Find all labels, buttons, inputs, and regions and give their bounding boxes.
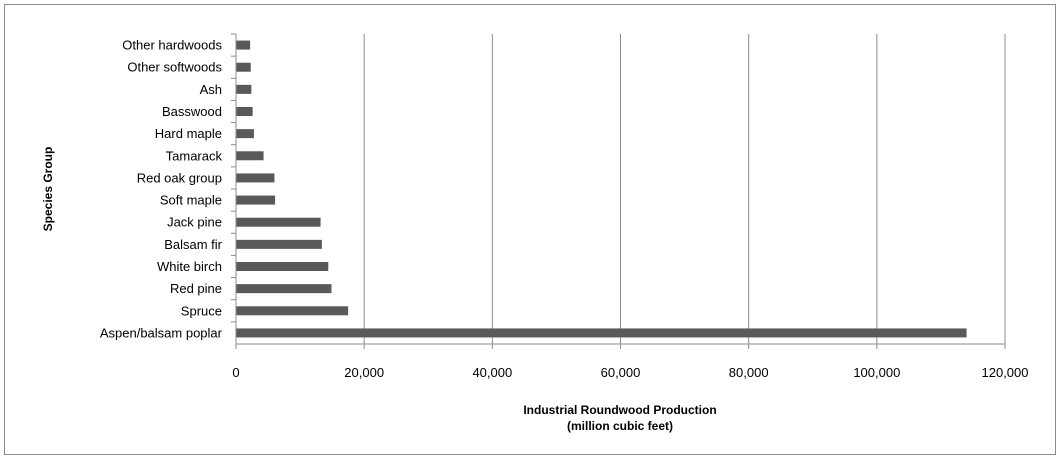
bar [236, 40, 251, 50]
x-tick-label: 120,000 [982, 365, 1029, 380]
bar [236, 328, 967, 338]
bar [236, 84, 252, 94]
bar [236, 151, 264, 161]
bar [236, 239, 322, 249]
category-label: Red pine [170, 281, 222, 296]
category-label: Other hardwoods [122, 38, 222, 53]
category-label: Hard maple [155, 126, 222, 141]
bars [236, 40, 967, 338]
x-tick-label: 60,000 [601, 365, 641, 380]
category-label: Jack pine [167, 215, 222, 230]
chart-frame [4, 4, 1056, 455]
bar [236, 62, 251, 72]
x-axis-title-line1: Industrial Roundwood Production [523, 403, 716, 417]
category-label: Soft maple [160, 193, 222, 208]
x-tick-label: 40,000 [472, 365, 512, 380]
category-labels: Other hardwoods Other softwoods Ash Basswoo… [100, 38, 223, 341]
bar [236, 262, 329, 271]
bar [236, 195, 276, 205]
category-label: White birch [157, 259, 222, 274]
category-label: Balsam fir [164, 237, 222, 252]
bar [236, 173, 275, 183]
x-tick-label: 100,000 [853, 365, 900, 380]
gridlines [363, 34, 1006, 344]
category-label: Spruce [181, 303, 222, 318]
x-tick-labels: 0 20,000 40,000 60,000 80,000 100,000 120,000 [232, 365, 1028, 380]
bar [236, 129, 254, 139]
x-tick-label: 0 [232, 365, 239, 380]
category-label: Red oak group [137, 170, 222, 185]
bar [236, 217, 321, 227]
x-tick-label: 20,000 [344, 365, 384, 380]
bar [236, 284, 332, 294]
category-label: Other softwoods [127, 60, 222, 75]
bar [236, 107, 253, 116]
x-tick-label: 80,000 [729, 365, 769, 380]
y-axis-title: Species Group [41, 147, 55, 232]
x-axis-title-line2: (million cubic feet) [567, 419, 673, 433]
bar [236, 306, 349, 316]
category-label: Basswood [162, 104, 222, 119]
category-label: Tamarack [166, 148, 223, 163]
axes [231, 33, 1006, 349]
category-label: Aspen/balsam poplar [100, 325, 223, 340]
category-label: Ash [200, 82, 222, 97]
